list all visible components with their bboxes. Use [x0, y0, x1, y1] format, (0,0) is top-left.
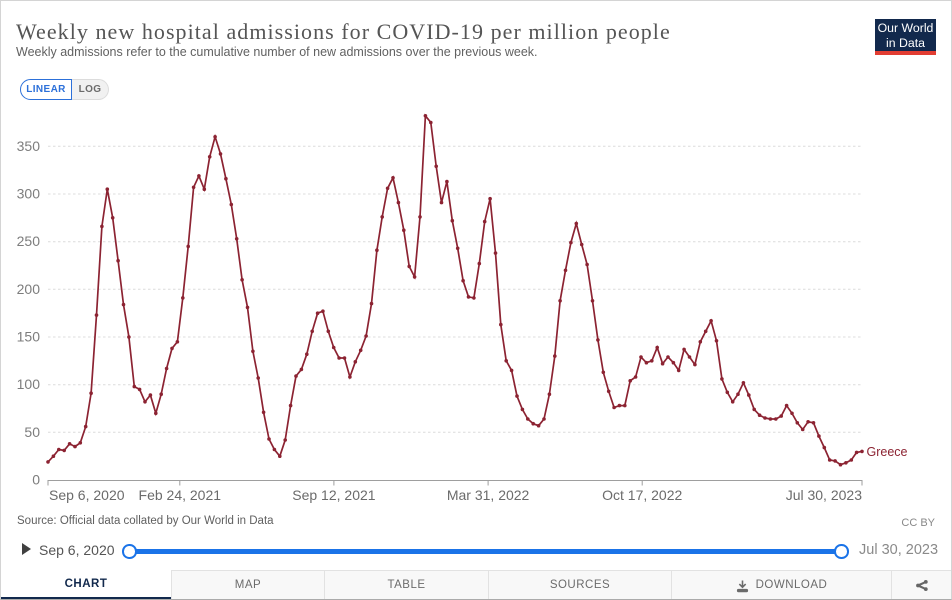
svg-text:100: 100 — [17, 376, 41, 392]
svg-text:250: 250 — [17, 233, 41, 249]
svg-text:Feb 24, 2021: Feb 24, 2021 — [139, 487, 222, 503]
svg-text:Greece: Greece — [867, 445, 908, 459]
svg-text:Oct 17, 2022: Oct 17, 2022 — [602, 487, 682, 503]
svg-text:50: 50 — [24, 424, 40, 440]
svg-text:Sep 12, 2021: Sep 12, 2021 — [292, 487, 376, 503]
svg-text:Sep 6, 2020: Sep 6, 2020 — [49, 487, 125, 503]
svg-text:350: 350 — [17, 138, 41, 154]
svg-text:Jul 30, 2023: Jul 30, 2023 — [786, 487, 862, 503]
svg-text:300: 300 — [17, 186, 41, 202]
svg-text:0: 0 — [32, 472, 40, 488]
svg-text:200: 200 — [17, 281, 41, 297]
svg-text:Mar 31, 2022: Mar 31, 2022 — [447, 487, 530, 503]
svg-text:150: 150 — [17, 329, 41, 345]
